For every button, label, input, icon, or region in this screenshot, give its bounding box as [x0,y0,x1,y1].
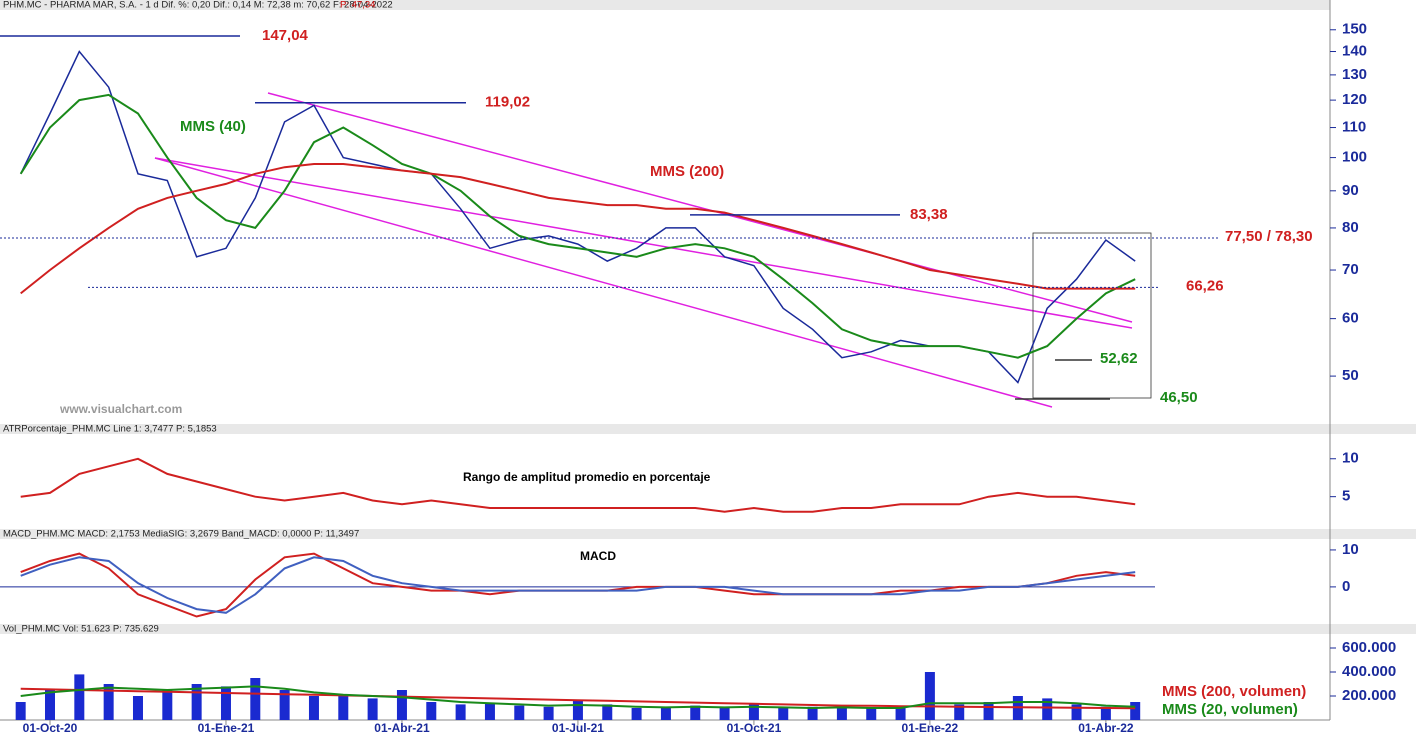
bar [15,702,26,720]
bar [396,690,407,720]
series-line [19,93,1136,359]
y-tick-label: 90 [1342,182,1359,199]
series-line [20,687,1136,710]
header: PHM.MC - PHARMA MAR, S.A. - 1 d Dif. %: … [3,0,393,11]
header: Vol_PHM.MC Vol: 51.623 P: 735.629 [3,624,159,635]
x-tick-label: 01-Oct-21 [727,721,782,734]
header: MACD_PHM.MC MACD: 2,1753 MediaSIG: 3,267… [3,529,359,540]
bar [1042,698,1053,720]
x-tick-label: 01-Abr-22 [1078,721,1134,734]
level-label: 66,26 [1186,277,1224,294]
bar [308,696,319,720]
y-tick-label: 600.000 [1342,639,1396,656]
bar [602,704,613,720]
x-tick-label: 01-Oct-20 [23,721,78,734]
y-tick-label: 0 [1342,578,1350,595]
y-tick-label: 140 [1342,42,1367,59]
range-box [1032,232,1152,399]
bar [1130,702,1141,720]
y-tick-label: 200.000 [1342,687,1396,704]
bar [778,708,789,720]
y-tick-label: 150 [1342,21,1367,38]
bar [103,684,114,720]
bar [250,678,261,720]
series-line [20,556,1136,614]
y-tick-label: 400.000 [1342,663,1396,680]
bar [367,698,378,720]
bar [455,704,466,720]
bar [44,690,55,720]
bar [572,700,583,720]
panel-title: MACD [580,549,616,563]
y-tick-label: 100 [1342,149,1367,166]
y-tick-label: 130 [1342,66,1367,83]
level-label: 119,02 [485,94,530,111]
bar [660,706,671,720]
series-line [20,163,1136,295]
x-tick-label: 01-Jul-21 [552,721,604,734]
bar [426,702,437,720]
level-label: 46,50 [1160,389,1198,406]
bar [924,672,935,720]
header-bar [0,624,1416,634]
y-tick-label: 70 [1342,261,1359,278]
legend-label: MMS (20, volumen) [1162,701,1298,718]
bar [514,705,525,720]
bar [220,686,231,720]
bar [631,708,642,720]
bar [74,674,85,720]
watermark: www.visualchart.com [59,402,182,416]
bar [162,690,173,720]
header-bar [0,0,1330,10]
level-label: 52,62 [1100,350,1138,367]
bar [132,696,143,720]
bar [719,708,730,720]
bar [1100,706,1111,720]
y-tick-label: 50 [1342,367,1359,384]
bar [338,696,349,720]
legend-label: MMS (200, volumen) [1162,683,1306,700]
y-tick-label: 120 [1342,91,1367,108]
bar [690,705,701,720]
x-tick-label: 01-Ene-22 [902,721,959,734]
channel-line [267,92,1133,323]
y-tick-label: 80 [1342,219,1359,236]
header-bar [0,424,1416,434]
bar [954,704,965,720]
bar [279,690,290,720]
y-tick-label: 10 [1342,541,1359,558]
series-label: MMS (200) [650,163,724,180]
series-label: MMS (40) [180,118,246,135]
x-tick-label: 01-Abr-21 [374,721,430,734]
bar [983,702,994,720]
bar [807,706,818,720]
y-tick-label: 60 [1342,310,1359,327]
y-tick-label: 110 [1342,119,1366,136]
bar [836,705,847,720]
channel-line [154,157,1053,408]
bar [543,706,554,720]
y-tick-label: 10 [1342,450,1359,467]
y-tick-label: 5 [1342,488,1350,505]
bar [1071,704,1082,720]
panel-title: Rango de amplitud promedio en porcentaje [463,470,711,484]
bar [484,703,495,720]
level-label: 83,38 [910,206,948,223]
bar [191,684,202,720]
x-tick-label: 01-Ene-21 [198,721,255,734]
series-line [20,685,1136,710]
header: P: 47,34 [340,0,375,11]
level-label: 147,04 [262,27,309,44]
series-line [20,457,1136,513]
level-label: 77,50 / 78,30 [1225,228,1313,245]
header: ATRPorcentaje_PHM.MC Line 1: 3,7477 P: 5… [3,424,217,435]
bar [895,706,906,720]
bar [866,708,877,720]
header-bar [0,529,1416,539]
bar [748,703,759,720]
